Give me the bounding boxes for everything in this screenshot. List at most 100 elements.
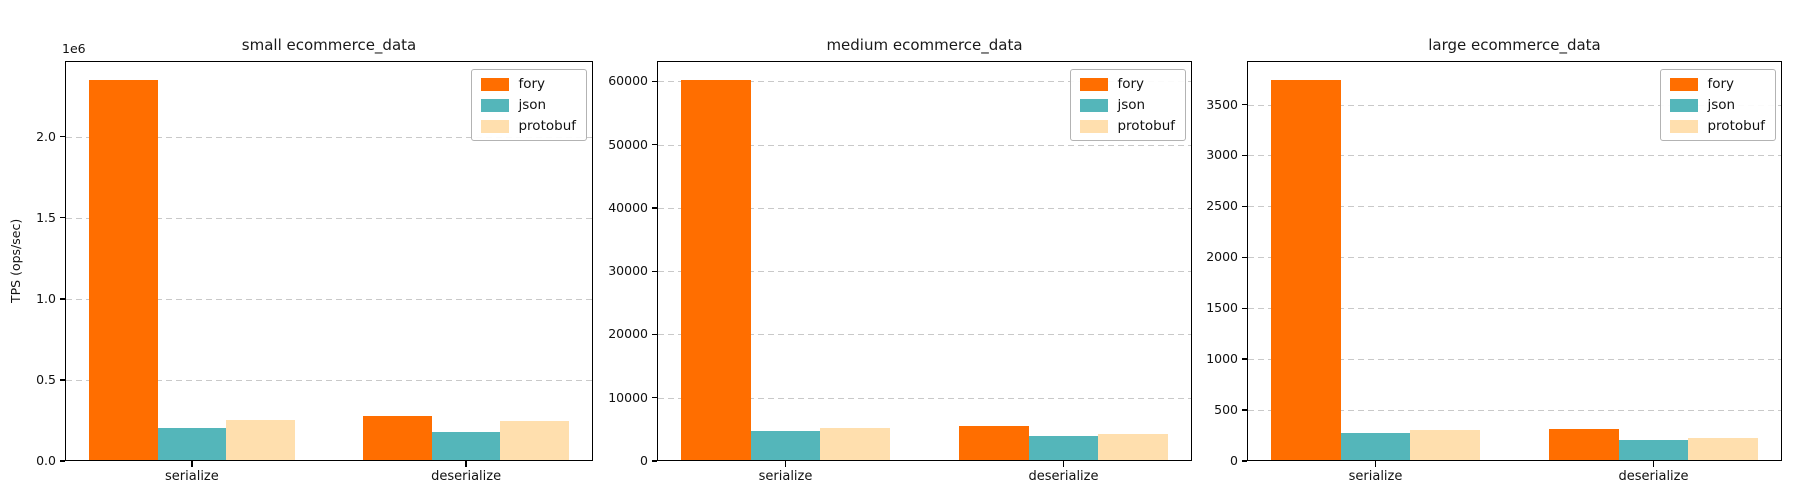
y-tick-label: 3000 — [1206, 147, 1238, 163]
legend-item-fory: fory — [1080, 76, 1175, 92]
legend-item-json: json — [1670, 97, 1765, 113]
y-tick-label: 60000 — [608, 73, 648, 89]
y-tick-label: 40000 — [608, 199, 648, 215]
y-tick-label: 1500 — [1206, 300, 1238, 316]
bar-json-deserialize — [1028, 436, 1099, 461]
y-gridline — [658, 397, 1191, 399]
y-tick-label: 0 — [640, 453, 648, 468]
y-gridline — [1248, 257, 1781, 259]
x-tick-mark — [191, 461, 193, 467]
y-gridline — [658, 207, 1191, 209]
y-gridline — [66, 298, 592, 300]
legend: fory json protobuf — [1070, 69, 1186, 141]
legend-item-json: json — [1080, 97, 1175, 113]
y-tick-mark — [59, 136, 65, 138]
chart-title: small ecommerce_data — [241, 36, 417, 54]
y-tick-mark — [1241, 256, 1247, 258]
y-tick-mark — [651, 460, 657, 462]
y-tick-mark — [651, 207, 657, 209]
subplot-small-ecommerce-data: small ecommerce_data 1e6 TPS (ops/sec) 0.0… — [0, 0, 600, 500]
legend: fory json protobuf — [471, 69, 587, 141]
y-tick-label: 3500 — [1206, 96, 1238, 112]
y-gridline — [1248, 308, 1781, 310]
legend-swatch-json — [1670, 98, 1699, 112]
y-axis-label: TPS (ops/sec) — [8, 218, 23, 304]
legend-label-json: json — [1117, 97, 1146, 113]
legend-item-json: json — [481, 97, 576, 113]
y-tick-mark — [59, 379, 65, 381]
y-tick-label: 500 — [1214, 402, 1238, 418]
legend-label-protobuf: protobuf — [1707, 118, 1765, 134]
legend: fory json protobuf — [1660, 69, 1776, 141]
x-tick-label-serialize: serialize — [1348, 469, 1403, 484]
y-gridline — [66, 136, 592, 138]
y-tick-mark — [1241, 103, 1247, 106]
bar-protobuf-serialize — [1410, 430, 1480, 461]
y-tick-mark — [1241, 154, 1247, 157]
x-tick-label-deserialize: deserialize — [1618, 469, 1689, 484]
chart-title: medium ecommerce_data — [826, 36, 1023, 54]
y-gridline — [658, 81, 1191, 83]
y-tick-label: 2.0 — [36, 128, 56, 144]
legend-swatch-fory — [481, 77, 510, 91]
y-tick-mark — [1241, 205, 1247, 208]
x-tick-mark — [1374, 461, 1377, 467]
x-tick-label-serialize: serialize — [758, 469, 813, 484]
x-tick-mark — [784, 461, 787, 467]
y-tick-mark — [59, 298, 65, 300]
legend-item-protobuf: protobuf — [481, 118, 576, 134]
y-tick-label: 0.5 — [36, 371, 56, 387]
legend-swatch-fory — [1080, 77, 1109, 91]
y-tick-mark — [1241, 358, 1247, 360]
bar-protobuf-deserialize — [1098, 433, 1168, 461]
bar-json-deserialize — [1618, 439, 1689, 461]
x-tick-mark — [465, 461, 467, 467]
y-tick-mark — [59, 217, 65, 219]
x-tick-label-serialize: serialize — [165, 469, 219, 484]
y-tick-label: 1.0 — [36, 290, 56, 306]
legend-item-protobuf: protobuf — [1080, 118, 1175, 134]
legend-label-protobuf: protobuf — [1117, 118, 1175, 134]
legend-label-json: json — [518, 97, 547, 113]
y-gridline — [1248, 359, 1781, 361]
bar-json-serialize — [750, 431, 821, 461]
bar-json-deserialize — [431, 431, 501, 461]
y-tick-label: 0.0 — [36, 453, 56, 468]
y-tick-label: 1000 — [1206, 351, 1238, 367]
y-tick-label: 2000 — [1206, 249, 1238, 265]
y-gridline — [66, 217, 592, 219]
legend-item-fory: fory — [1670, 76, 1765, 92]
y-tick-label: 10000 — [608, 389, 648, 405]
legend-item-protobuf: protobuf — [1670, 118, 1765, 134]
bar-fory-serialize — [681, 80, 751, 461]
bar-fory-serialize — [1271, 80, 1341, 461]
y-tick-mark — [651, 143, 657, 146]
bar-protobuf-serialize — [226, 419, 295, 461]
y-tick-label: 2500 — [1206, 198, 1238, 214]
y-gridline — [658, 271, 1191, 273]
bar-protobuf-deserialize — [1688, 438, 1758, 461]
legend-swatch-fory — [1670, 77, 1699, 91]
bar-fory-deserialize — [959, 426, 1029, 461]
y-tick-label: 0 — [1230, 453, 1238, 468]
x-tick-mark — [1062, 461, 1065, 467]
subplot-large-ecommerce-data: large ecommerce_data 0 500 1000 1500 2000 250… — [1200, 0, 1800, 500]
legend-label-json: json — [1707, 97, 1736, 113]
legend-swatch-json — [1080, 98, 1109, 112]
y-gridline — [1248, 155, 1781, 157]
y-gridline — [1248, 206, 1781, 208]
y-tick-label: 50000 — [608, 136, 648, 152]
y-tick-mark — [59, 460, 65, 462]
bar-fory-deserialize — [363, 415, 432, 461]
bar-json-serialize — [157, 427, 227, 461]
y-tick-mark — [651, 80, 657, 82]
x-tick-label-deserialize: deserialize — [431, 469, 502, 484]
bar-json-serialize — [1340, 432, 1411, 461]
legend-swatch-protobuf — [481, 119, 510, 133]
legend-label-fory: fory — [1117, 76, 1145, 92]
chart-title: large ecommerce_data — [1428, 36, 1601, 54]
legend-label-protobuf: protobuf — [518, 118, 576, 134]
legend-label-fory: fory — [518, 76, 546, 92]
y-tick-mark — [651, 270, 657, 272]
